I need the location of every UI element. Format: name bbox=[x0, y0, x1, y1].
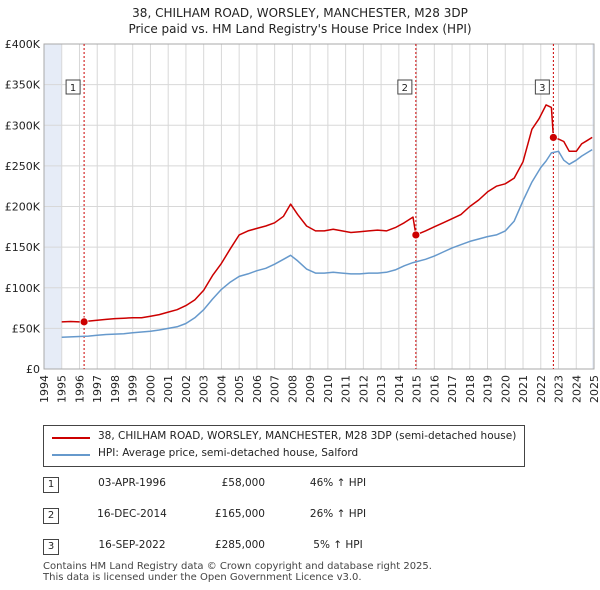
legend-label-property: 38, CHILHAM ROAD, WORSLEY, MANCHESTER, M… bbox=[98, 430, 517, 442]
sale-point bbox=[79, 317, 89, 327]
x-tick-label: 2015 bbox=[411, 375, 424, 403]
x-tick-label: 2017 bbox=[446, 375, 459, 403]
transaction-hpi: 46% ↑ HPI bbox=[309, 477, 367, 489]
x-tick-label: 2019 bbox=[482, 375, 495, 403]
x-tick-label: 2025 bbox=[588, 375, 600, 403]
x-tick-label: 2024 bbox=[570, 375, 583, 403]
chart-subtitle: Price paid vs. HM Land Registry's House … bbox=[128, 22, 472, 36]
transaction-price: £285,000 bbox=[214, 539, 265, 551]
x-tick-label: 2001 bbox=[162, 375, 175, 403]
x-tick-label: 2000 bbox=[144, 375, 157, 403]
legend-label-hpi: HPI: Average price, semi-detached house,… bbox=[98, 447, 359, 459]
plot-border bbox=[43, 43, 595, 370]
x-tick-label: 2006 bbox=[251, 375, 264, 403]
x-tick-label: 2007 bbox=[269, 375, 282, 403]
x-tick-label: 2008 bbox=[286, 375, 299, 403]
transaction-price: £58,000 bbox=[221, 477, 265, 489]
footer-license: This data is licensed under the Open Gov… bbox=[43, 572, 362, 583]
x-tick-label: 1999 bbox=[127, 375, 140, 403]
x-tick-label: 2020 bbox=[499, 375, 512, 403]
x-tick-label: 2002 bbox=[180, 375, 193, 403]
x-tick-label: 2012 bbox=[357, 375, 370, 403]
x-tick-label: 1996 bbox=[73, 375, 86, 403]
x-tick-label: 2004 bbox=[215, 375, 228, 403]
legend-swatch-property bbox=[52, 437, 90, 439]
y-tick-label: £250K bbox=[5, 160, 41, 173]
sale-label: 3 bbox=[539, 83, 545, 94]
x-tick-label: 2022 bbox=[535, 375, 548, 403]
y-tick-label: £300K bbox=[5, 119, 41, 132]
property-series-line bbox=[61, 104, 593, 323]
x-tick-label: 1997 bbox=[91, 375, 104, 403]
y-tick-label: £150K bbox=[5, 241, 41, 254]
transaction-number: 2 bbox=[43, 508, 59, 524]
legend: 38, CHILHAM ROAD, WORSLEY, MANCHESTER, M… bbox=[43, 425, 525, 467]
transaction-hpi: 5% ↑ HPI bbox=[313, 539, 363, 551]
x-tick-label: 2003 bbox=[198, 375, 211, 403]
x-tick-label: 2011 bbox=[340, 375, 353, 403]
transaction-date: 03-APR-1996 bbox=[98, 477, 166, 489]
y-tick-label: £50K bbox=[12, 322, 41, 335]
x-tick-label: 2023 bbox=[553, 375, 566, 403]
x-tick-label: 2013 bbox=[375, 375, 388, 403]
sale-point bbox=[548, 133, 558, 142]
y-tick-label: £100K bbox=[5, 282, 41, 295]
sale-point bbox=[411, 230, 421, 240]
transaction-price: £165,000 bbox=[214, 508, 265, 520]
sale-label: 2 bbox=[402, 83, 408, 94]
sale-label-box bbox=[65, 79, 81, 95]
transaction-date: 16-DEC-2014 bbox=[97, 508, 167, 520]
y-tick-label: £0 bbox=[26, 363, 40, 376]
x-tick-label: 1998 bbox=[109, 375, 122, 403]
x-tick-label: 1995 bbox=[56, 375, 69, 403]
x-tick-label: 2021 bbox=[517, 375, 530, 403]
x-tick-label: 2005 bbox=[233, 375, 246, 403]
transaction-number: 3 bbox=[43, 539, 59, 555]
hpi-series-line bbox=[61, 148, 593, 339]
x-tick-label: 2018 bbox=[464, 375, 477, 403]
legend-swatch-hpi bbox=[52, 454, 90, 456]
y-tick-label: £350K bbox=[5, 79, 41, 92]
sale-label: 1 bbox=[70, 83, 76, 94]
chart-title: 38, CHILHAM ROAD, WORSLEY, MANCHESTER, M… bbox=[132, 6, 468, 20]
y-tick-label: £200K bbox=[5, 201, 41, 214]
transaction-hpi: 26% ↑ HPI bbox=[309, 508, 367, 520]
transaction-date: 16-SEP-2022 bbox=[98, 539, 166, 551]
x-tick-label: 2016 bbox=[428, 375, 441, 403]
x-tick-label: 2009 bbox=[304, 375, 317, 403]
y-tick-label: £400K bbox=[5, 38, 41, 51]
transaction-number: 1 bbox=[43, 477, 59, 493]
price-chart: £0 £50K £100K £150K £200K £250K £300K £350K £400… bbox=[5, 38, 600, 403]
x-tick-label: 2010 bbox=[322, 375, 335, 403]
footer-copyright: Contains HM Land Registry data © Crown c… bbox=[43, 561, 432, 572]
x-tick-label: 1994 bbox=[38, 375, 51, 403]
sale-label-box bbox=[397, 79, 413, 95]
sale-label-box bbox=[534, 79, 550, 95]
x-tick-label: 2014 bbox=[393, 375, 406, 403]
